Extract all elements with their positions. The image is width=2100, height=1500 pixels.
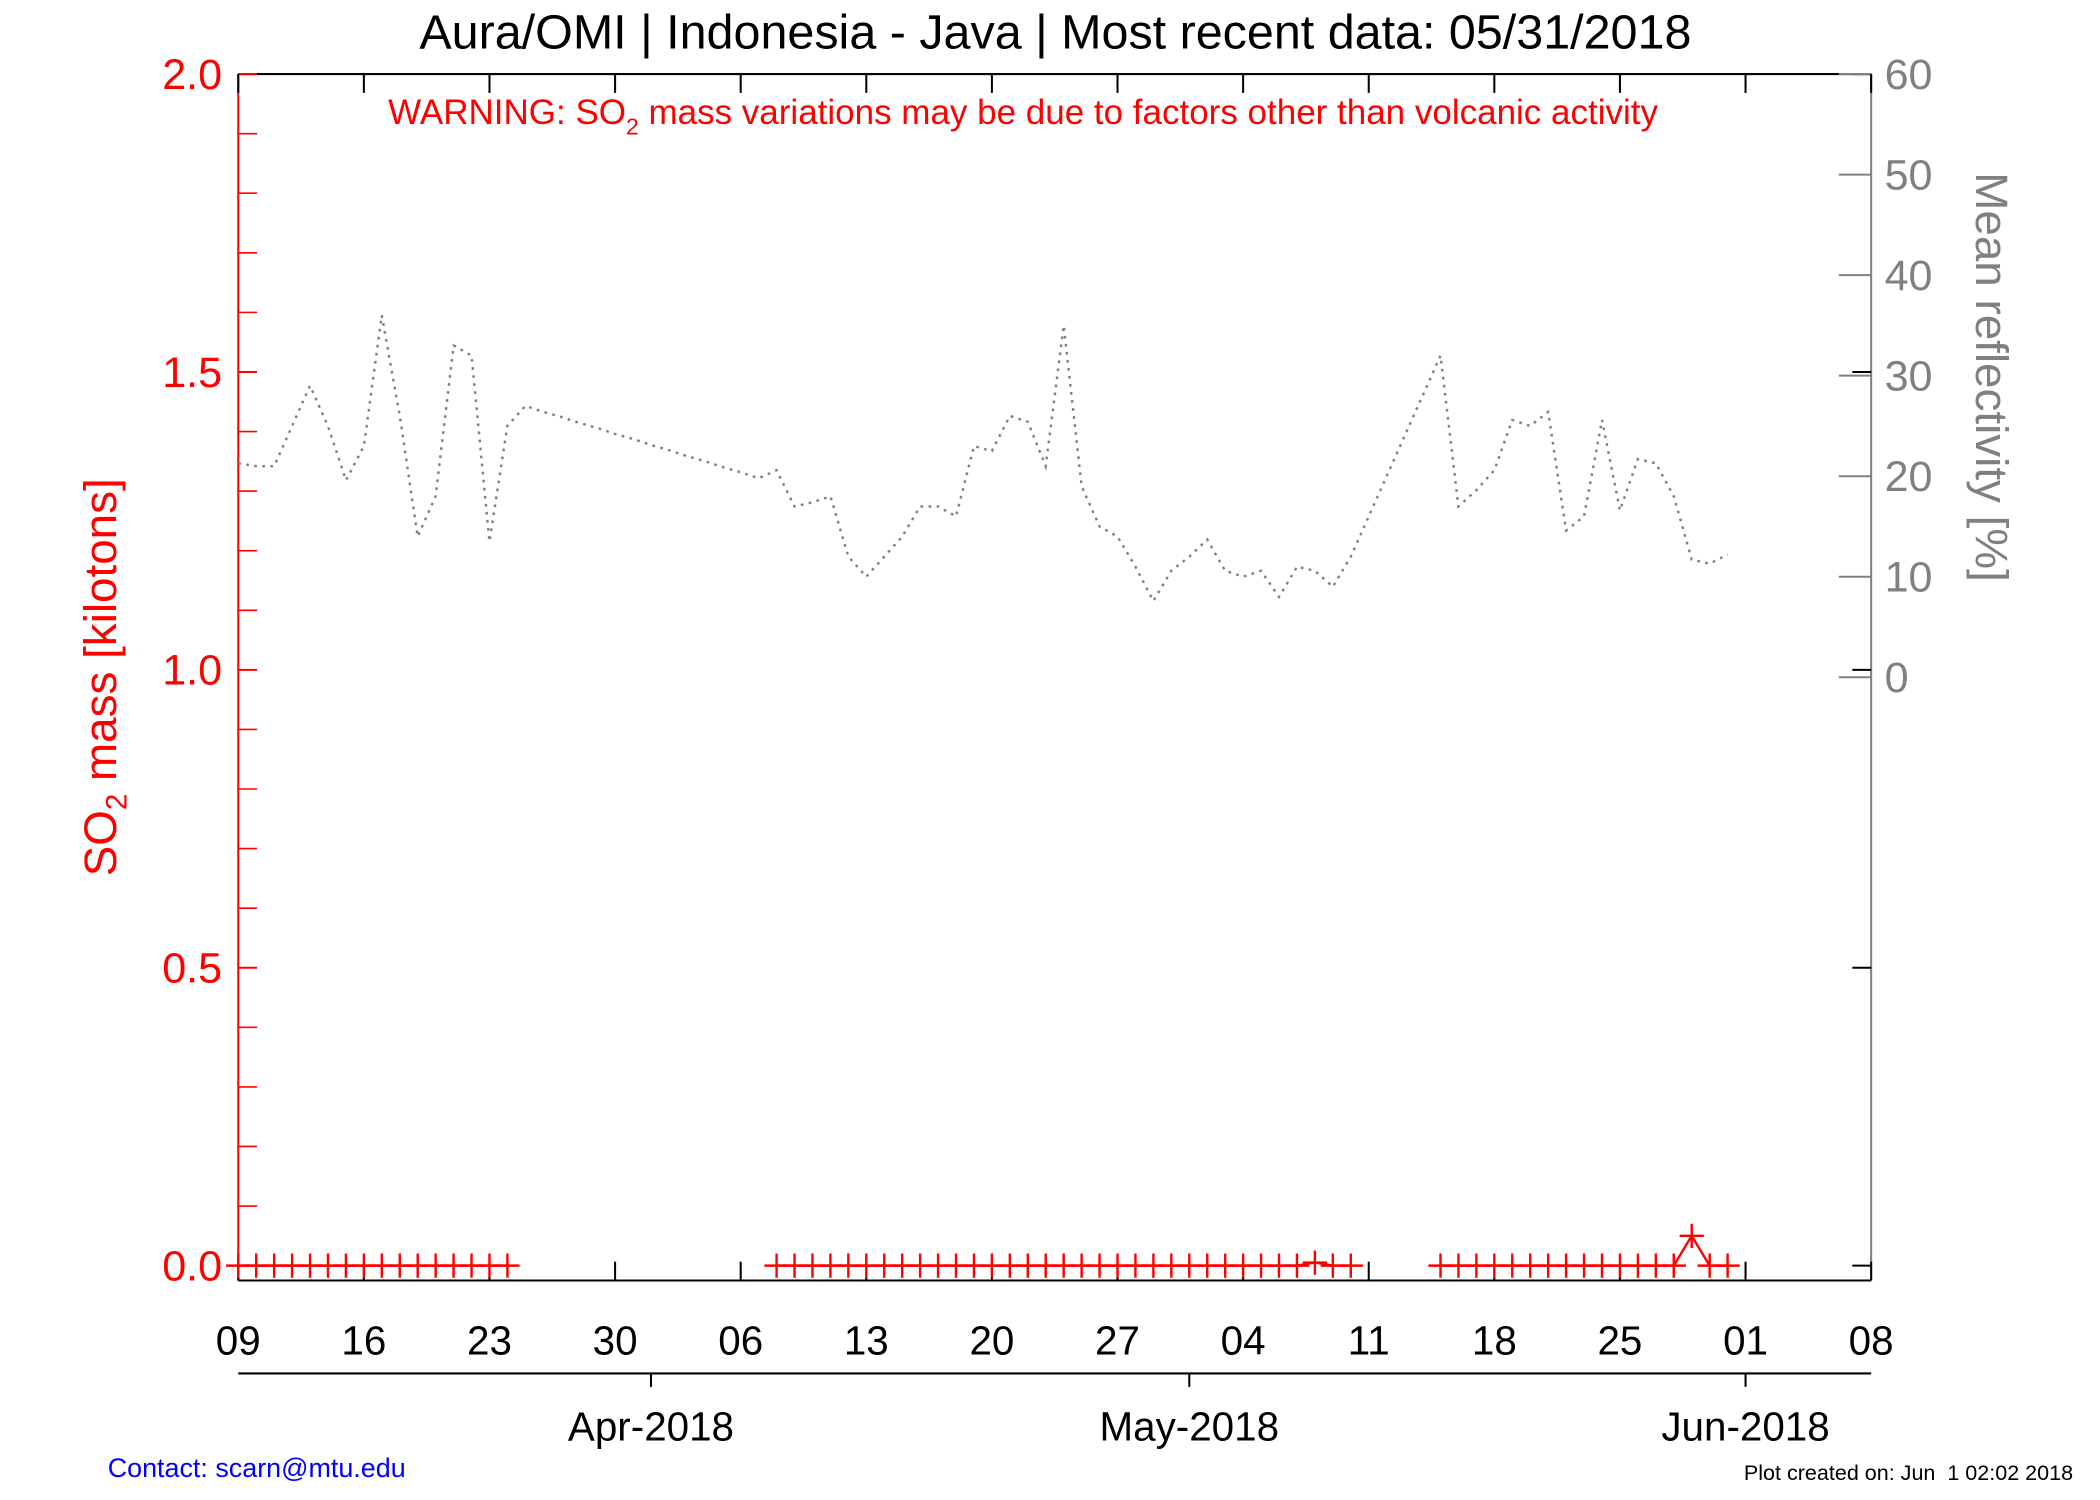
created-note: Plot created on: Jun 1 02:02 2018	[1744, 1461, 2073, 1485]
y-tick-label: 1.5	[162, 349, 222, 397]
x-tick-label: 11	[1348, 1318, 1390, 1364]
chart-title: Aura/OMI | Indonesia - Java | Most recen…	[419, 5, 1691, 59]
x-tick-label: 16	[341, 1318, 386, 1364]
y2-tick-label: 30	[1885, 352, 1933, 400]
y2-tick-label: 40	[1885, 252, 1933, 300]
x-tick-label: 27	[1095, 1318, 1140, 1364]
y2-tick-label: 50	[1885, 151, 1933, 199]
warning-subscript: 2	[626, 114, 639, 140]
x-tick-label: 20	[969, 1318, 1014, 1364]
x-tick-label: 06	[718, 1318, 763, 1364]
warning: WARNING: SO2 mass variations may be due …	[388, 93, 1658, 140]
y2-tick-label: 10	[1885, 554, 1933, 602]
month-tick-label: Jun-2018	[1661, 1404, 1829, 1450]
x-tick-label: 18	[1472, 1318, 1517, 1364]
x-tick-label: 04	[1221, 1318, 1266, 1364]
x-tick-label: 13	[844, 1318, 889, 1364]
y2-tick-label: 20	[1885, 453, 1933, 501]
y-axis-label-text: mass [kilotons]	[75, 478, 126, 793]
y-tick-label: 2.0	[162, 51, 222, 99]
warning-text: WARNING: SO	[388, 93, 626, 132]
x-tick-label: 23	[467, 1318, 512, 1364]
y-axis-label-subscript: 2	[101, 794, 134, 810]
series-line	[238, 1233, 1728, 1267]
x-tick-label: 09	[216, 1318, 261, 1364]
y-tick-label: 1.0	[162, 647, 222, 695]
x-tick-label: 01	[1723, 1318, 1768, 1364]
marker	[495, 1253, 520, 1278]
contact: Contact: scarn@mtu.edu	[108, 1453, 406, 1483]
marker	[1715, 1253, 1740, 1278]
y-tick-label: 0.5	[162, 945, 222, 993]
y2-tick-label: 0	[1885, 654, 1909, 702]
y-axis-label: SO2 mass [kilotons]	[75, 478, 134, 876]
marker	[1679, 1223, 1704, 1248]
marker	[1661, 1253, 1686, 1278]
marker	[1284, 1253, 1310, 1278]
x-tick-label: 25	[1597, 1318, 1642, 1364]
x-tick-label: 30	[593, 1318, 638, 1364]
y2-axis-label: Mean reflectivity [%]	[1966, 172, 2017, 582]
y-tick-label: 0.0	[162, 1242, 222, 1290]
month-tick-label: May-2018	[1100, 1404, 1280, 1450]
x-tick-label: 08	[1849, 1318, 1894, 1364]
y2-tick-label: 60	[1885, 51, 1933, 99]
series-line	[238, 315, 1729, 604]
marker	[1338, 1253, 1363, 1278]
month-tick-label: Apr-2018	[568, 1404, 734, 1450]
marker	[1302, 1250, 1328, 1275]
warning-text: mass variations may be due to factors ot…	[639, 93, 1659, 132]
y-axis-label-text: SO	[75, 810, 126, 876]
